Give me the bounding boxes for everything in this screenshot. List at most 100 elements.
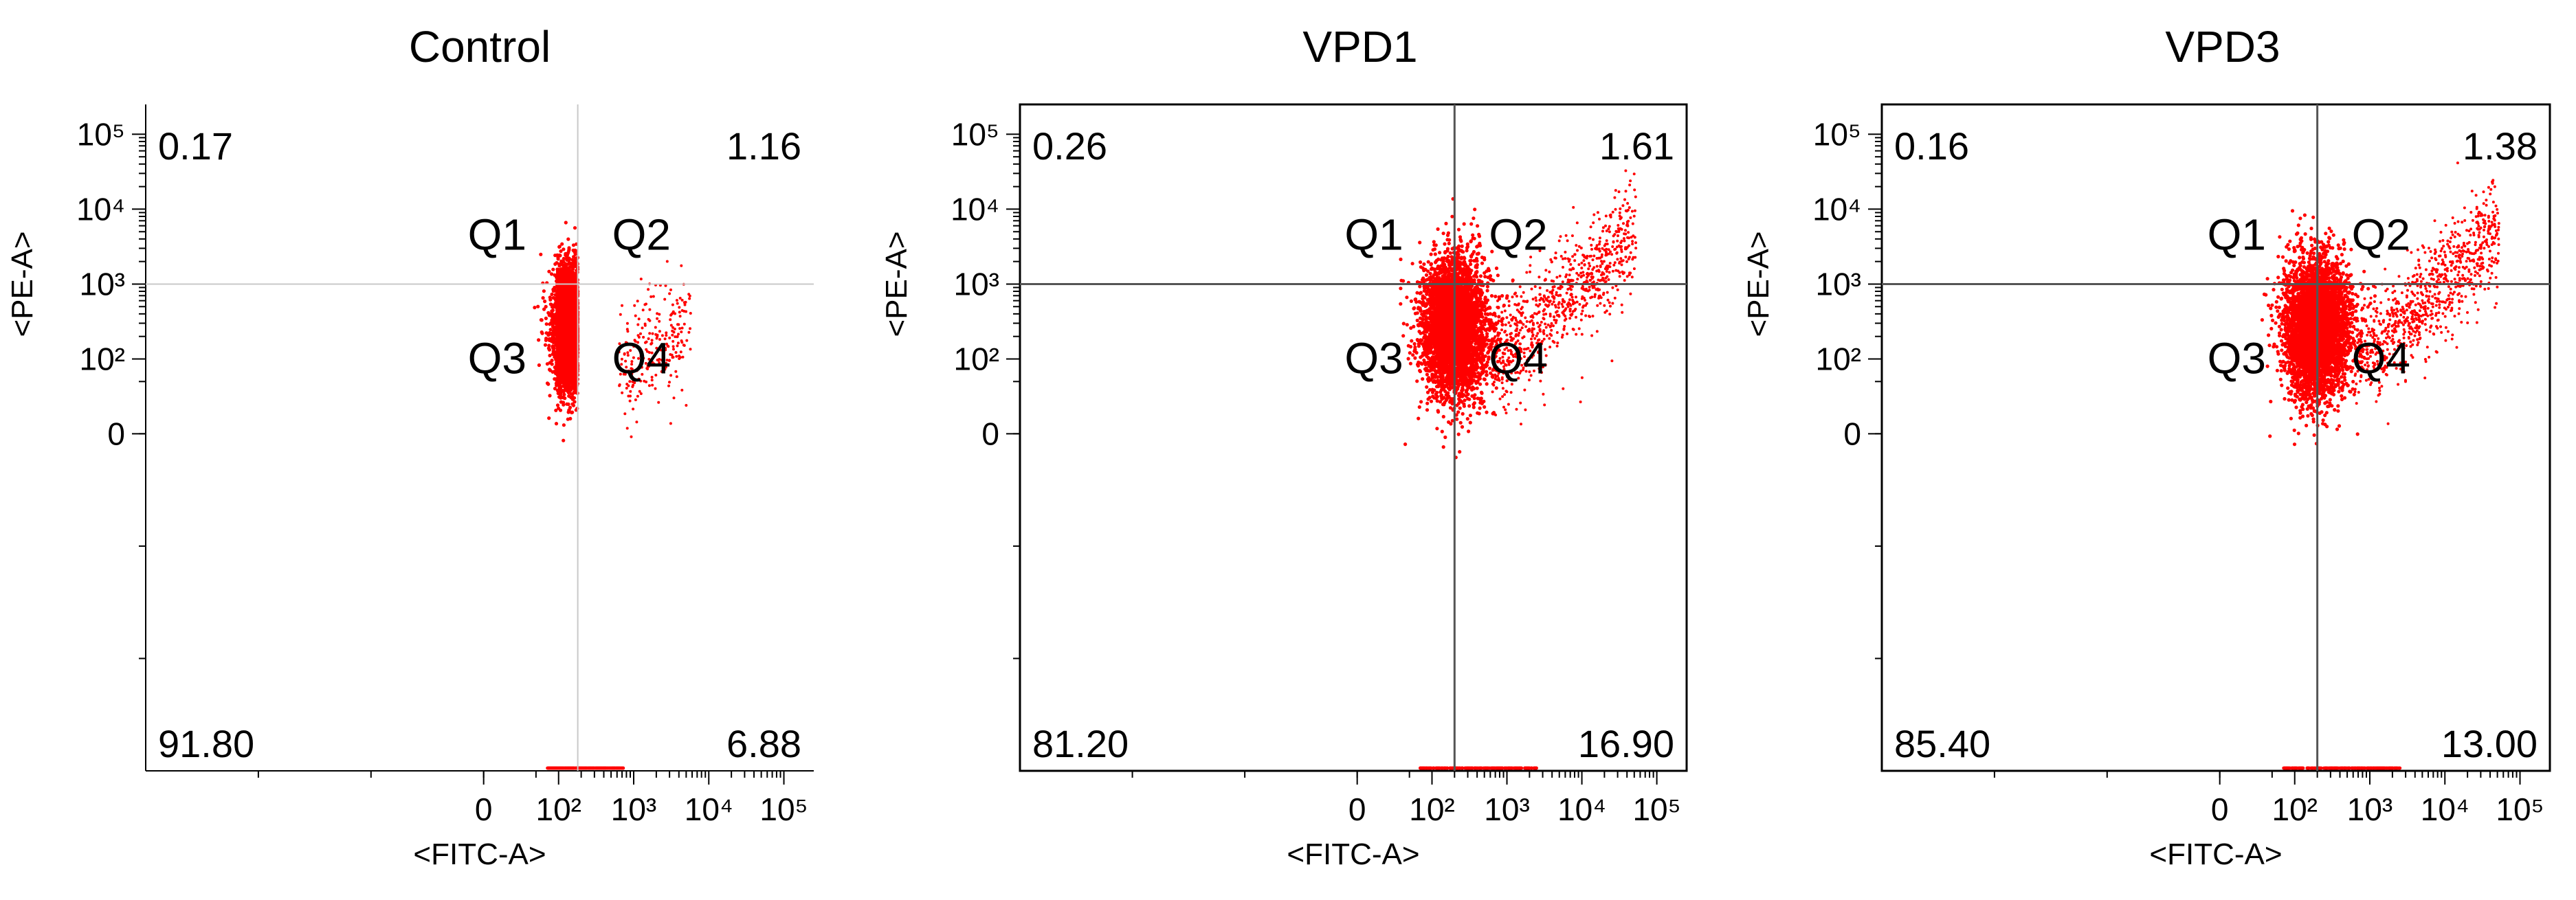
data-point bbox=[625, 427, 629, 430]
data-point bbox=[551, 340, 555, 344]
data-point bbox=[566, 382, 570, 386]
data-point bbox=[675, 299, 678, 302]
data-point bbox=[625, 322, 629, 325]
data-point bbox=[680, 330, 683, 334]
data-point bbox=[543, 343, 548, 347]
data-point bbox=[676, 344, 679, 348]
data-point bbox=[547, 416, 551, 420]
data-point bbox=[540, 331, 544, 335]
data-point bbox=[656, 317, 659, 320]
data-point bbox=[637, 317, 641, 321]
data-point bbox=[671, 356, 675, 359]
data-point bbox=[559, 353, 564, 357]
data-point bbox=[544, 304, 548, 308]
data-point bbox=[680, 388, 684, 392]
data-point bbox=[674, 335, 677, 339]
data-point bbox=[658, 313, 661, 316]
data-point bbox=[679, 350, 682, 354]
data-point bbox=[669, 318, 672, 322]
data-point bbox=[658, 319, 661, 323]
data-point bbox=[562, 381, 566, 385]
data-point bbox=[550, 272, 554, 276]
data-point bbox=[687, 330, 691, 334]
data-point bbox=[547, 368, 552, 372]
data-point bbox=[569, 372, 574, 376]
data-point bbox=[542, 307, 546, 311]
data-point bbox=[647, 337, 650, 340]
data-point bbox=[573, 248, 577, 252]
data-point bbox=[651, 383, 654, 387]
chart-title: Control bbox=[409, 22, 551, 71]
data-point bbox=[562, 384, 566, 388]
data-point bbox=[572, 390, 577, 394]
data-point bbox=[560, 242, 564, 246]
data-point bbox=[678, 306, 681, 309]
data-point bbox=[675, 375, 678, 379]
data-point bbox=[572, 255, 576, 259]
data-point bbox=[678, 315, 682, 318]
data-point bbox=[689, 312, 692, 315]
data-point bbox=[533, 306, 537, 310]
data-point bbox=[621, 304, 623, 307]
data-point bbox=[544, 338, 548, 342]
data-point bbox=[550, 309, 554, 313]
data-point bbox=[617, 350, 621, 354]
data-point bbox=[680, 264, 683, 267]
data-point bbox=[621, 391, 624, 394]
data-point bbox=[567, 246, 571, 250]
data-point bbox=[547, 348, 552, 352]
data-point bbox=[654, 326, 657, 329]
data-point bbox=[553, 285, 557, 290]
data-point bbox=[639, 278, 643, 281]
data-point bbox=[627, 394, 630, 398]
data-point bbox=[682, 322, 686, 326]
data-point bbox=[627, 384, 630, 387]
data-point bbox=[562, 392, 566, 396]
data-point bbox=[539, 252, 543, 256]
data-point bbox=[677, 323, 680, 326]
data-point bbox=[558, 377, 562, 381]
data-point bbox=[573, 226, 577, 230]
data-point bbox=[555, 388, 559, 393]
data-point bbox=[539, 318, 544, 322]
data-point bbox=[678, 297, 682, 300]
data-point bbox=[658, 330, 661, 333]
data-point bbox=[636, 341, 640, 344]
data-point bbox=[562, 273, 567, 277]
data-point bbox=[573, 400, 577, 404]
data-point bbox=[636, 300, 639, 303]
data-point bbox=[663, 297, 667, 301]
data-point bbox=[645, 302, 647, 306]
data-point bbox=[542, 289, 546, 293]
data-point bbox=[630, 363, 634, 366]
data-point bbox=[677, 333, 680, 336]
data-point bbox=[559, 400, 564, 404]
data-point bbox=[557, 245, 562, 249]
data-point bbox=[567, 256, 571, 260]
data-point bbox=[550, 292, 554, 296]
data-point bbox=[623, 412, 627, 416]
data-point bbox=[558, 408, 563, 412]
data-point bbox=[547, 337, 552, 341]
data-point bbox=[647, 288, 650, 291]
data-point bbox=[682, 310, 686, 313]
data-point bbox=[554, 408, 558, 412]
data-point bbox=[569, 276, 573, 280]
data-point bbox=[678, 355, 681, 358]
data-point bbox=[632, 407, 635, 411]
data-point bbox=[562, 438, 566, 442]
data-point bbox=[681, 355, 685, 359]
data-point bbox=[559, 259, 564, 263]
data-point bbox=[562, 267, 566, 271]
data-point bbox=[668, 292, 671, 295]
data-point bbox=[648, 319, 652, 322]
data-point bbox=[552, 346, 556, 350]
data-point bbox=[676, 341, 680, 345]
data-point bbox=[631, 385, 634, 388]
data-point bbox=[625, 328, 629, 331]
data-point bbox=[633, 304, 636, 307]
data-point bbox=[553, 377, 557, 381]
data-point bbox=[641, 308, 645, 312]
data-point bbox=[665, 260, 669, 263]
